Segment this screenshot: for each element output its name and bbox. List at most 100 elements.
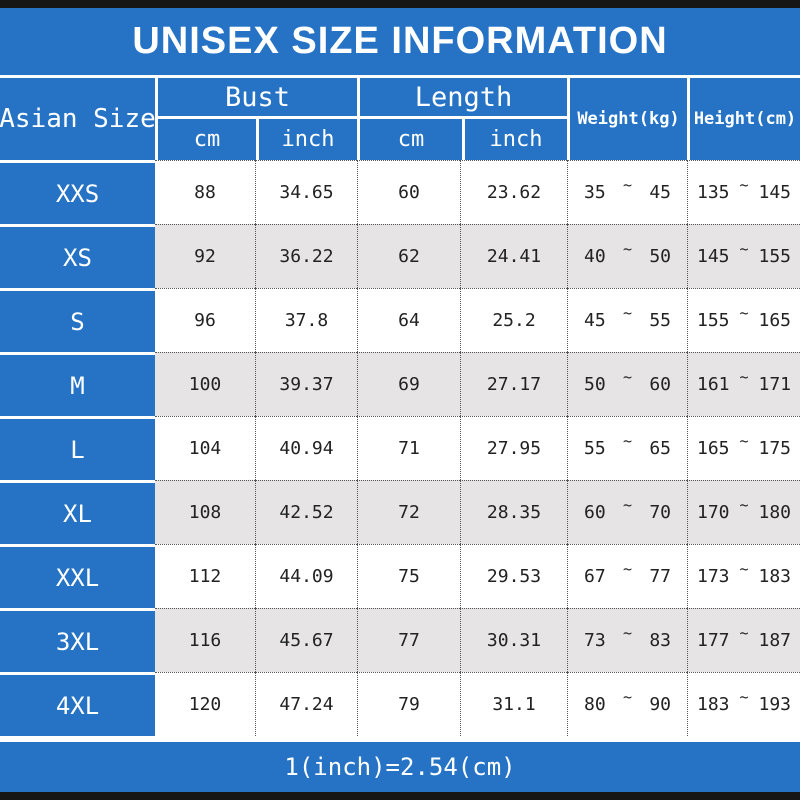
tilde-separator: ~: [739, 623, 749, 642]
length-inch-value: 23.62: [460, 160, 567, 224]
tilde-separator: ~: [622, 623, 633, 642]
weight-min: 35: [584, 182, 606, 203]
bust-cm-value: 96: [155, 288, 255, 352]
height-min: 165: [697, 438, 730, 459]
table-row-xxs: XXS 88 34.65 60 23.62 35 ~ 45 135 ~ 145: [0, 160, 800, 224]
table-row-xs: XS 92 36.22 62 24.41 40 ~ 50 145 ~ 155: [0, 224, 800, 288]
height-min: 145: [697, 246, 730, 267]
bust-cm-value: 108: [155, 480, 255, 544]
weight-max: 60: [649, 374, 671, 395]
length-cm-value: 64: [357, 288, 460, 352]
weight-range: 67 ~ 77: [567, 544, 687, 608]
bust-cm-value: 100: [155, 352, 255, 416]
height-max: 155: [758, 246, 791, 267]
weight-range: 35 ~ 45: [567, 160, 687, 224]
weight-max: 55: [649, 310, 671, 331]
divider: [0, 75, 800, 78]
length-cm-value: 69: [357, 352, 460, 416]
height-range: 183 ~ 193: [687, 672, 800, 736]
height-max: 183: [758, 566, 791, 587]
weight-min: 67: [584, 566, 606, 587]
weight-max: 50: [649, 246, 671, 267]
length-inch-value: 28.35: [460, 480, 567, 544]
tilde-separator: ~: [739, 367, 749, 386]
length-cm-value: 72: [357, 480, 460, 544]
tilde-separator: ~: [622, 303, 633, 322]
weight-max: 70: [649, 502, 671, 523]
bust-cm-value: 92: [155, 224, 255, 288]
weight-range: 80 ~ 90: [567, 672, 687, 736]
weight-max: 90: [649, 694, 671, 715]
weight-min: 80: [584, 694, 606, 715]
size-label: S: [0, 288, 155, 352]
tilde-separator: ~: [622, 495, 633, 514]
tilde-separator: ~: [622, 367, 633, 386]
weight-range: 50 ~ 60: [567, 352, 687, 416]
size-label: XXS: [0, 160, 155, 224]
height-range: 145 ~ 155: [687, 224, 800, 288]
bust-inch-value: 36.22: [255, 224, 357, 288]
height-range: 177 ~ 187: [687, 608, 800, 672]
length-inch-header: inch: [462, 119, 567, 160]
footer-band: 1(inch)=2.54(cm): [0, 742, 800, 792]
bust-subheader-row: cm inch: [158, 119, 357, 160]
height-min: 177: [697, 630, 730, 651]
length-cm-value: 79: [357, 672, 460, 736]
length-inch-value: 27.17: [460, 352, 567, 416]
height-max: 145: [758, 182, 791, 203]
tilde-separator: ~: [739, 431, 749, 450]
conversion-note: 1(inch)=2.54(cm): [284, 753, 516, 781]
tilde-separator: ~: [622, 175, 633, 194]
weight-min: 73: [584, 630, 606, 651]
weight-max: 77: [649, 566, 671, 587]
length-inch-value: 24.41: [460, 224, 567, 288]
bust-inch-value: 47.24: [255, 672, 357, 736]
size-label: XS: [0, 224, 155, 288]
bust-inch-value: 40.94: [255, 416, 357, 480]
table-row-m: M 100 39.37 69 27.17 50 ~ 60 161 ~ 171: [0, 352, 800, 416]
tilde-separator: ~: [622, 687, 633, 706]
bust-cm-value: 88: [155, 160, 255, 224]
height-max: 193: [758, 694, 791, 715]
bust-inch-value: 44.09: [255, 544, 357, 608]
size-label: 3XL: [0, 608, 155, 672]
height-min: 155: [697, 310, 730, 331]
height-max: 180: [758, 502, 791, 523]
weight-min: 55: [584, 438, 606, 459]
table-header: Asian Size Bust cm inch Length cm inch W…: [0, 78, 800, 160]
bust-cm-header: cm: [193, 127, 221, 152]
weight-range: 60 ~ 70: [567, 480, 687, 544]
bottom-black-bar: [0, 792, 800, 800]
weight-max: 83: [649, 630, 671, 651]
weight-range: 40 ~ 50: [567, 224, 687, 288]
weight-max: 45: [649, 182, 671, 203]
length-cm-value: 75: [357, 544, 460, 608]
divider: [0, 736, 800, 742]
tilde-separator: ~: [622, 431, 633, 450]
height-max: 187: [758, 630, 791, 651]
bust-inch-value: 39.37: [255, 352, 357, 416]
weight-min: 60: [584, 502, 606, 523]
table-row-4xl: 4XL 120 47.24 79 31.1 80 ~ 90 183 ~ 193: [0, 672, 800, 736]
weight-min: 40: [584, 246, 606, 267]
length-cm-value: 62: [357, 224, 460, 288]
tilde-separator: ~: [739, 303, 749, 322]
height-min: 170: [697, 502, 730, 523]
bust-label: Bust: [158, 78, 357, 119]
length-cm-value: 77: [357, 608, 460, 672]
length-label: Length: [360, 78, 567, 119]
bust-inch-header: inch: [256, 119, 357, 160]
length-subheader-row: cm inch: [360, 119, 567, 160]
table-row-xl: XL 108 42.52 72 28.35 60 ~ 70 170 ~ 180: [0, 480, 800, 544]
tilde-separator: ~: [739, 239, 749, 258]
height-range: 155 ~ 165: [687, 288, 800, 352]
size-label: M: [0, 352, 155, 416]
size-label: XXL: [0, 544, 155, 608]
length-cm-header: cm: [397, 127, 425, 152]
tilde-separator: ~: [739, 495, 749, 514]
bust-cm-value: 116: [155, 608, 255, 672]
bust-inch-value: 37.8: [255, 288, 357, 352]
height-header: Height(cm): [687, 78, 800, 160]
bust-group-header: Bust cm inch: [155, 78, 357, 160]
